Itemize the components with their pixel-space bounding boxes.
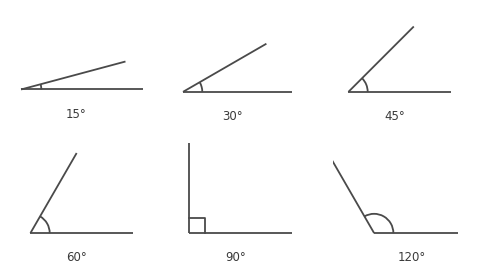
Text: 45°: 45° <box>384 110 405 123</box>
Text: 15°: 15° <box>66 108 86 122</box>
Text: 120°: 120° <box>398 251 426 264</box>
Text: 30°: 30° <box>222 110 242 123</box>
Text: 60°: 60° <box>66 251 87 264</box>
Text: 90°: 90° <box>225 251 246 264</box>
